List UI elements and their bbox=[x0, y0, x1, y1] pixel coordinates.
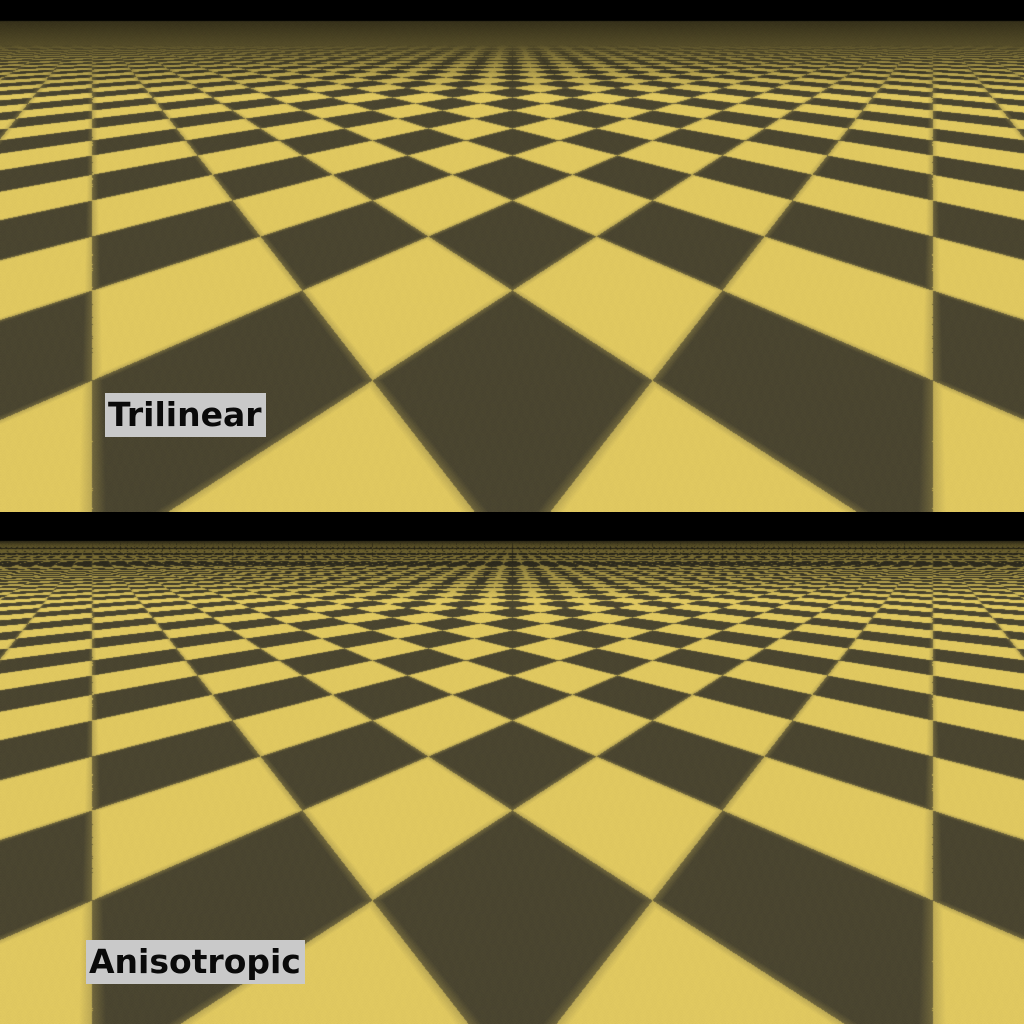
anisotropic-checkerboard-render bbox=[0, 512, 1024, 1024]
anisotropic-label: Anisotropic bbox=[86, 940, 305, 984]
trilinear-label: Trilinear bbox=[105, 393, 266, 437]
trilinear-panel: Trilinear bbox=[0, 0, 1024, 512]
anisotropic-panel: Anisotropic bbox=[0, 512, 1024, 1024]
